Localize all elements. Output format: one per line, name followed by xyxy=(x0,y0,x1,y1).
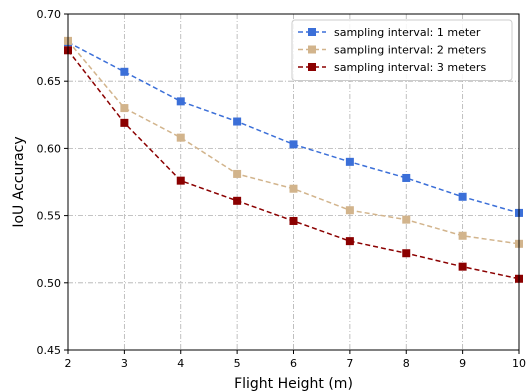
data-point xyxy=(458,231,467,240)
y-tick-label: 0.45 xyxy=(37,344,62,357)
data-point xyxy=(233,196,242,205)
y-tick-label: 0.50 xyxy=(37,277,62,290)
x-axis: 2 3 4 5 6 7 8 9 10 xyxy=(65,350,526,370)
data-point xyxy=(176,97,185,106)
data-point xyxy=(345,237,354,246)
data-point xyxy=(120,118,129,127)
data-point xyxy=(289,216,298,225)
x-tick-label: 4 xyxy=(177,357,184,370)
data-point xyxy=(176,176,185,185)
y-tick-label: 0.70 xyxy=(37,8,62,21)
legend-marker xyxy=(308,28,316,36)
legend-label: sampling interval: 2 meters xyxy=(334,44,486,57)
legend-label: sampling interval: 3 meters xyxy=(334,61,486,74)
series-layer xyxy=(64,36,523,283)
data-point xyxy=(458,262,467,271)
data-point xyxy=(345,206,354,215)
data-point xyxy=(233,117,242,126)
x-tick-label: 3 xyxy=(121,357,128,370)
legend-box xyxy=(291,19,513,81)
x-tick-label: 8 xyxy=(403,357,410,370)
y-tick-label: 0.55 xyxy=(37,210,62,223)
legend: sampling interval: 1 meter sampling inter… xyxy=(291,19,513,81)
data-point xyxy=(233,169,242,178)
data-point xyxy=(289,140,298,149)
legend-marker xyxy=(308,63,316,71)
legend-marker xyxy=(308,45,316,54)
x-tick-label: 10 xyxy=(512,357,526,370)
x-tick-label: 9 xyxy=(459,357,466,370)
data-point xyxy=(289,184,298,193)
y-tick-label: 0.65 xyxy=(37,75,62,88)
x-axis-label: Flight Height (m) xyxy=(234,376,353,392)
x-tick-label: 2 xyxy=(65,357,72,370)
y-tick-label: 0.60 xyxy=(37,142,62,155)
data-point xyxy=(402,173,411,182)
x-tick-label: 7 xyxy=(346,357,353,370)
x-tick-label: 5 xyxy=(234,357,241,370)
legend-label: sampling interval: 1 meter xyxy=(334,26,481,39)
y-axis-label: IoU Accuracy xyxy=(11,136,27,227)
legend-entry: sampling interval: 1 meter xyxy=(298,26,481,39)
data-point xyxy=(176,133,185,142)
legend-entry: sampling interval: 2 meters xyxy=(298,44,486,57)
data-point xyxy=(120,104,129,113)
data-point xyxy=(402,249,411,258)
x-tick-label: 6 xyxy=(290,357,297,370)
data-point xyxy=(120,67,129,76)
data-point xyxy=(402,215,411,224)
data-point xyxy=(458,192,467,201)
data-point xyxy=(345,157,354,166)
y-axis: 0.45 0.50 0.55 0.60 0.65 0.70 xyxy=(37,8,68,357)
legend-entry: sampling interval: 3 meters xyxy=(298,61,486,74)
